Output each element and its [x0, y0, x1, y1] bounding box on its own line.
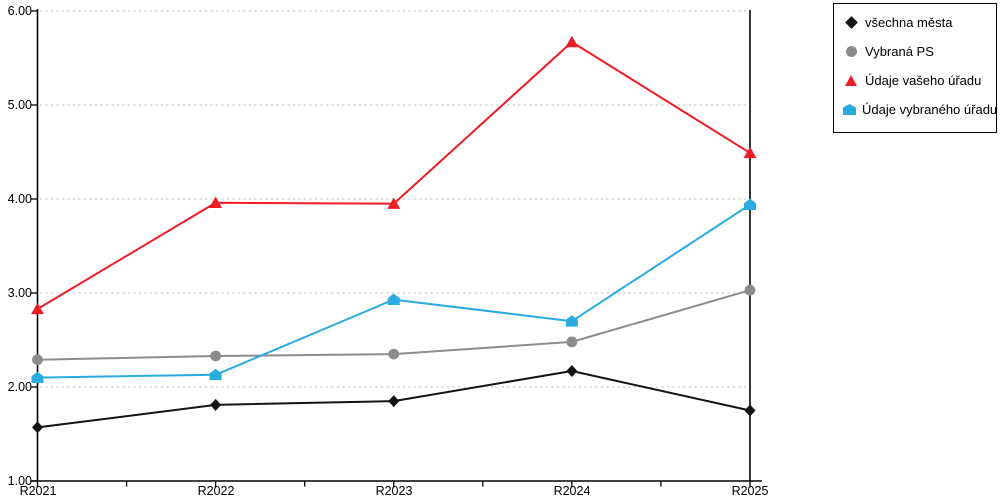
pentagon-marker-icon — [843, 104, 856, 115]
legend-label: všechna města — [865, 15, 953, 30]
legend-item-vybrana-ps: Vybraná PS — [834, 37, 996, 66]
circle-marker-icon — [845, 46, 857, 57]
x-axis-label: R2022 — [197, 484, 235, 498]
y-axis-label: 4.00 — [7, 192, 32, 206]
y-axis-label: 6.00 — [7, 4, 32, 18]
x-axis-label: R2025 — [731, 484, 769, 498]
chart-legend: všechna města Vybraná PS Údaje vašeho úř… — [833, 3, 997, 133]
x-axis-label: R2021 — [19, 484, 57, 498]
y-axis-label: 1.00 — [7, 474, 32, 488]
y-axis-label: 2.00 — [7, 380, 32, 394]
diamond-marker-icon — [844, 16, 858, 29]
x-axis-label: R2023 — [375, 484, 413, 498]
y-axis-label: 3.00 — [7, 286, 32, 300]
legend-label: Údaje vybraného úřadu — [862, 102, 998, 117]
legend-item-vsechna-mesta: všechna města — [834, 8, 996, 37]
x-axis-label: R2024 — [553, 484, 591, 498]
triangle-marker-icon — [845, 75, 857, 86]
legend-item-udaje-vybraneho-uradu: Údaje vybraného úřadu — [834, 95, 998, 124]
legend-label: Vybraná PS — [865, 44, 934, 59]
legend-item-udaje-vaseho-uradu: Údaje vašeho úřadu — [834, 66, 996, 95]
legend-label: Údaje vašeho úřadu — [865, 73, 982, 88]
y-axis-label: 5.00 — [7, 98, 32, 112]
